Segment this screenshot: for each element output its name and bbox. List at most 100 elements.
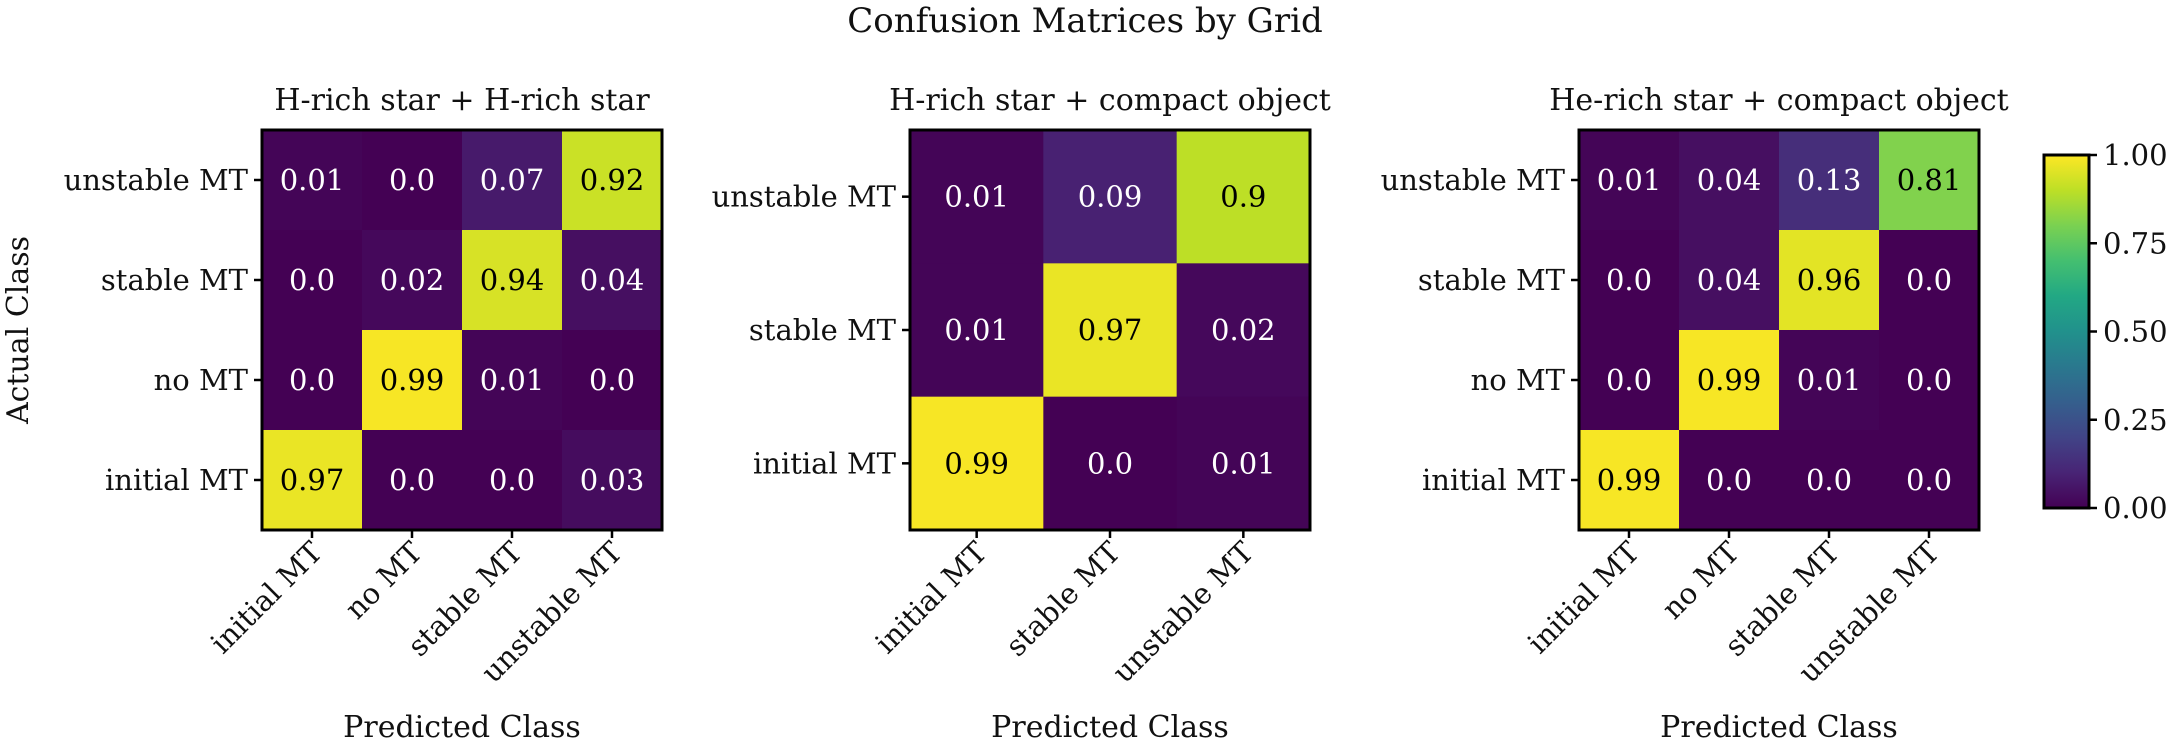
heatmap-cell	[1779, 130, 1880, 231]
heatmap-cell	[462, 130, 563, 231]
colorbar-tick-label: 1.00	[2103, 138, 2168, 172]
heatmap-cell	[1879, 330, 1980, 431]
heatmap-cell	[362, 330, 463, 431]
cell-value: 0.0	[1706, 463, 1752, 497]
heatmap-cell	[1879, 130, 1980, 231]
panel-frame	[260, 128, 664, 532]
cell-value: 0.01	[280, 163, 345, 197]
cell-value: 0.99	[1697, 363, 1762, 397]
heatmap-cell	[562, 230, 663, 331]
cell-value: 0.02	[380, 263, 445, 297]
colorbar-tick-label: 0.50	[2103, 315, 2168, 349]
y-tick-label: initial MT	[1422, 463, 1566, 497]
heatmap-cell	[262, 330, 363, 431]
heatmap-cell	[910, 263, 1044, 398]
cell-value: 0.0	[289, 263, 335, 297]
cell-value: 0.03	[580, 463, 645, 497]
cell-value: 0.02	[1211, 313, 1276, 347]
y-tick-label: no MT	[154, 363, 249, 397]
cell-value: 0.04	[1697, 163, 1762, 197]
heatmap-cell	[1879, 230, 1980, 331]
cell-value: 0.99	[944, 446, 1009, 480]
x-tick-label: initial MT	[1521, 534, 1647, 660]
cell-value: 0.97	[280, 463, 345, 497]
y-tick-label: initial MT	[753, 446, 897, 480]
heatmap-cell	[562, 330, 663, 431]
y-tick-label: stable MT	[101, 263, 249, 297]
heatmap-cell	[1043, 263, 1178, 398]
heatmap-cell	[1779, 430, 1880, 531]
cell-value: 0.0	[1087, 446, 1133, 480]
colorbar-tick-label: 0.25	[2103, 403, 2168, 437]
heatmap-cell	[562, 130, 663, 231]
heatmap-cell	[1579, 330, 1680, 431]
cell-value: 0.0	[1906, 263, 1952, 297]
x-tick-label: no MT	[338, 534, 429, 625]
cell-value: 0.01	[944, 313, 1009, 347]
panel-title: H-rich star + H-rich star	[274, 83, 650, 118]
heatmap-panel-3: He-rich star + compact object 0.01 0.04 0.1…	[1381, 83, 2009, 745]
cell-value: 0.0	[1606, 363, 1652, 397]
cell-value: 0.81	[1897, 163, 1962, 197]
y-tick-label: unstable MT	[712, 180, 897, 214]
cell-value: 0.0	[389, 463, 435, 497]
heatmap-cell	[1779, 230, 1880, 331]
heatmap-cell	[1176, 263, 1311, 398]
x-tick-label: initial MT	[204, 534, 330, 660]
y-tick-label: unstable MT	[1381, 163, 1566, 197]
y-tick-label: no MT	[1471, 363, 1566, 397]
cell-value: 0.0	[589, 363, 635, 397]
x-axis-label: Predicted Class	[343, 710, 581, 745]
heatmap-cell	[562, 430, 663, 531]
cell-value: 0.13	[1797, 163, 1862, 197]
heatmap-cell	[1043, 396, 1178, 531]
cell-value: 0.0	[289, 363, 335, 397]
heatmap-cell	[1679, 430, 1780, 531]
heatmap-cell	[462, 430, 563, 531]
y-tick-label: stable MT	[1418, 263, 1566, 297]
cell-value: 0.0	[1906, 463, 1952, 497]
heatmap-cell	[362, 430, 463, 531]
y-tick-label: unstable MT	[64, 163, 249, 197]
cell-value: 0.0	[1806, 463, 1852, 497]
cell-value: 0.01	[944, 180, 1009, 214]
cell-value: 0.0	[1606, 263, 1652, 297]
colorbar-gradient	[2044, 155, 2089, 508]
panel-frame	[1577, 128, 1981, 532]
heatmap-cell	[462, 230, 563, 331]
heatmap-cell	[1679, 330, 1780, 431]
cell-value: 0.04	[1697, 263, 1762, 297]
heatmap-cell	[1879, 430, 1980, 531]
figure-title: Confusion Matrices by Grid	[847, 1, 1323, 41]
cell-value: 0.9	[1220, 180, 1266, 214]
x-tick-label: no MT	[1655, 534, 1746, 625]
x-tick-label: stable MT	[999, 534, 1128, 663]
heatmap-cell	[1679, 230, 1780, 331]
cell-value: 0.07	[480, 163, 545, 197]
y-tick-label: stable MT	[749, 313, 897, 347]
cell-value: 0.94	[480, 263, 545, 297]
heatmap-cell	[1579, 230, 1680, 331]
heatmap-cell	[1679, 130, 1780, 231]
x-tick-label: unstable MT	[1106, 534, 1261, 689]
heatmap-cell	[262, 130, 363, 231]
colorbar: 0.00 0.25 0.50 0.75 1.00	[2042, 138, 2168, 525]
heatmap-cell	[910, 396, 1044, 531]
x-axis-label: Predicted Class	[1660, 710, 1898, 745]
heatmap-panel-2: H-rich star + compact object 0.01 0.09 0.9 0…	[712, 83, 1331, 745]
heatmap-panels: H-rich star + H-rich star 0.01 0.0 0.07 0.92…	[64, 83, 2009, 745]
cell-value: 0.0	[489, 463, 535, 497]
colorbar-tick-label: 0.00	[2103, 491, 2168, 525]
y-axis-label: Actual Class	[1, 236, 36, 425]
colorbar-tick-label: 0.75	[2103, 226, 2168, 260]
heatmap-cell	[1176, 396, 1311, 531]
y-tick-label: initial MT	[105, 463, 249, 497]
cell-value: 0.01	[1797, 363, 1862, 397]
cell-value: 0.99	[380, 363, 445, 397]
cell-value: 0.99	[1597, 463, 1662, 497]
x-tick-label: initial MT	[868, 534, 994, 660]
heatmap-cell	[910, 130, 1044, 264]
cell-value: 0.0	[1906, 363, 1952, 397]
cell-value: 0.97	[1078, 313, 1143, 347]
